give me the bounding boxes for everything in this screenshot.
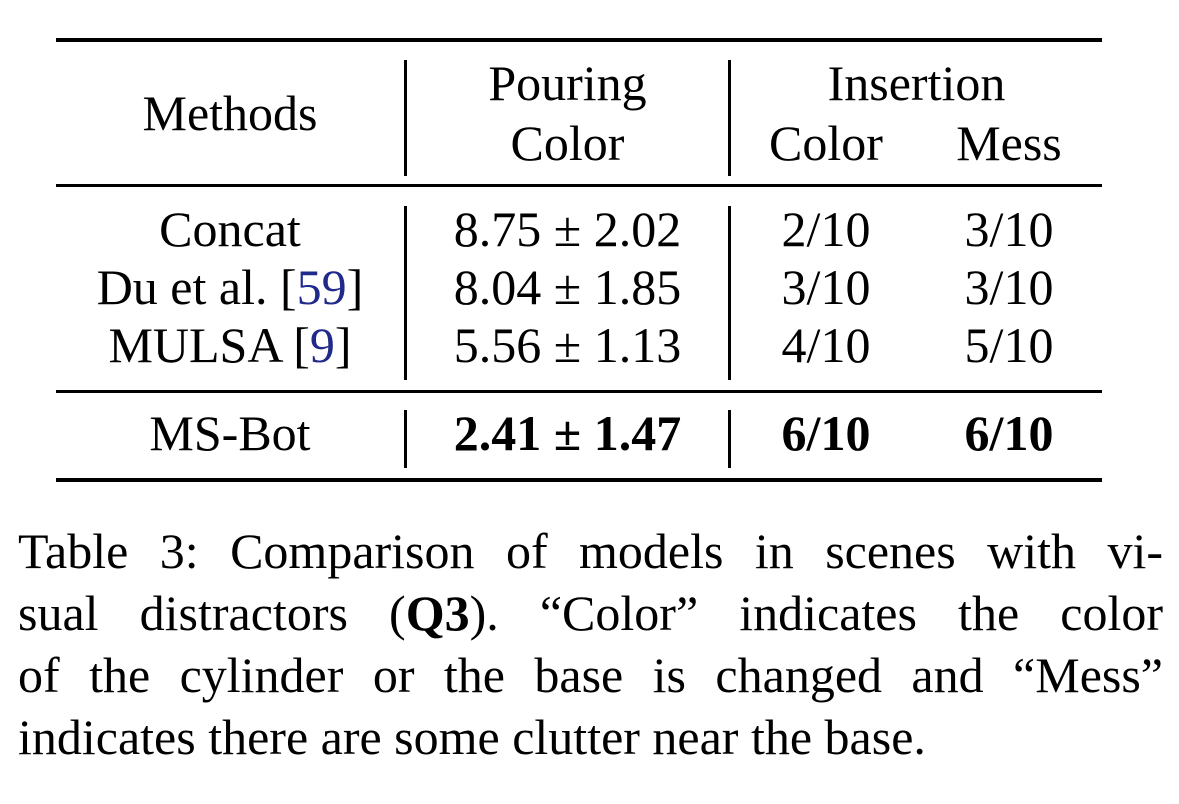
best-row-insertion-color: 6/10 <box>781 405 871 461</box>
header-insertion-mess: Mess <box>956 115 1062 171</box>
header-pouring-color: Color <box>510 115 625 171</box>
caption-line-1: Table 3: Comparison of models in scenes … <box>18 523 1163 579</box>
table-caption: Table 3: Comparison of models in scenes … <box>18 520 1163 768</box>
table-bottom-rule <box>56 478 1102 482</box>
caption-line-3: of the cylinder or the base is changed a… <box>18 647 1163 703</box>
col-separator-2-best <box>728 410 731 468</box>
row-2-method: Du et al. [59] <box>56 258 404 316</box>
row-3-method-text: MULSA [ <box>108 317 310 373</box>
best-row-pouring-color: 2.41 ± 1.47 <box>453 405 682 461</box>
caption-question-ref: Q3 <box>405 585 470 641</box>
col-separator-1-best <box>404 410 407 468</box>
row-3-cite-bracket: ] <box>334 317 352 373</box>
row-2-insertion-color: 3/10 <box>781 259 871 315</box>
row-1-insertion-color: 2/10 <box>781 201 871 257</box>
table-top-rule <box>56 38 1102 42</box>
row-2-pouring-color: 8.04 ± 1.85 <box>453 259 682 315</box>
caption-line-2-pre: sual distractors ( <box>18 585 406 641</box>
col-separator-2-header <box>728 60 731 176</box>
best-row-method: MS-Bot <box>149 405 311 461</box>
header-insertion: Insertion <box>827 55 1006 111</box>
col-separator-1-header <box>404 60 407 176</box>
best-row-insertion-mess: 6/10 <box>964 405 1054 461</box>
row-1-pouring-color: 8.75 ± 2.02 <box>453 201 682 257</box>
row-1-insertion-mess: 3/10 <box>964 201 1054 257</box>
row-3-citation-link[interactable]: 9 <box>309 317 335 373</box>
header-insertion-color: Color <box>769 115 883 171</box>
col-separator-1-body <box>404 206 407 380</box>
header-methods: Methods <box>142 85 318 141</box>
row-1-method: Concat <box>56 200 404 258</box>
row-3-pouring-color: 5.56 ± 1.13 <box>453 317 682 373</box>
row-2-citation-link[interactable]: 59 <box>296 259 347 315</box>
table-mid-rule <box>56 390 1102 393</box>
row-1-method-text: Concat <box>159 201 301 257</box>
col-separator-2-body <box>728 206 731 380</box>
caption-line-2: sual distractors (Q3). “Color” indicates… <box>18 582 1163 644</box>
results-table: Methods Pouring Color Insertion Color Me… <box>56 38 1102 484</box>
row-3-method: MULSA [9] <box>56 316 404 374</box>
row-2-insertion-mess: 3/10 <box>964 259 1054 315</box>
caption-line-2-post: ). “Color” indicates the color <box>469 585 1163 641</box>
row-3-insertion-color: 4/10 <box>781 317 871 373</box>
row-3-insertion-mess: 5/10 <box>964 317 1054 373</box>
table-header-rule <box>56 184 1102 187</box>
caption-line-4: indicates there are some clutter near th… <box>18 709 926 765</box>
header-pouring: Pouring <box>488 55 647 111</box>
row-2-cite-bracket: ] <box>346 259 364 315</box>
row-2-method-text: Du et al. [ <box>96 259 297 315</box>
